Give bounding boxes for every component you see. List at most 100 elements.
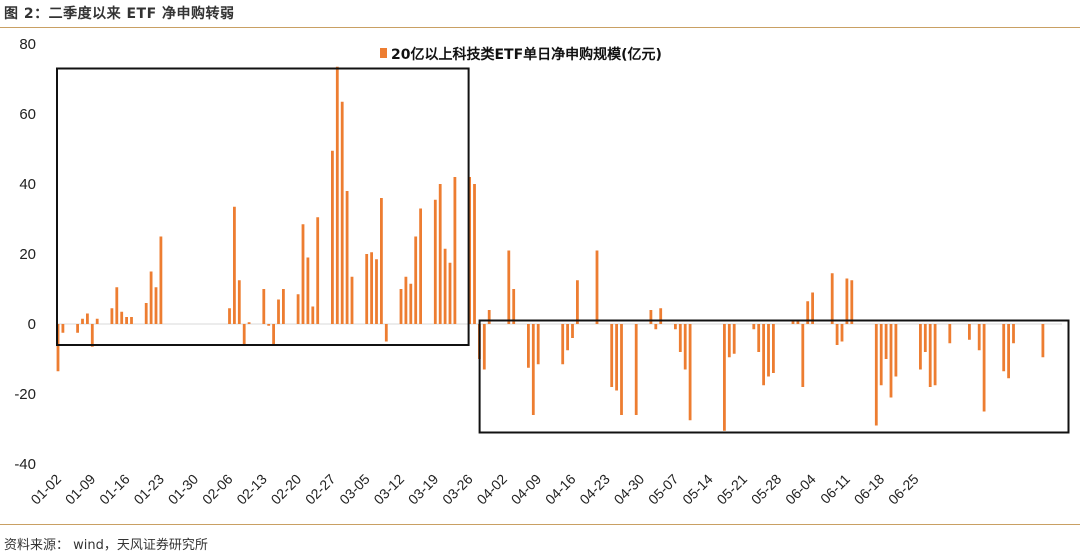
bar: [884, 324, 888, 359]
bar: [933, 324, 937, 386]
bar-series: [56, 66, 1045, 431]
bar: [81, 318, 84, 324]
bar: [233, 206, 236, 324]
x-tick-label: 02-13: [233, 471, 270, 508]
bar: [267, 324, 271, 326]
bar: [375, 259, 378, 324]
highlight-box: [56, 67, 470, 346]
bar: [125, 317, 128, 324]
bar: [1002, 324, 1006, 372]
bar: [448, 262, 452, 324]
bar: [1007, 324, 1010, 379]
top-rule: [0, 27, 1080, 28]
x-tick-label: 02-06: [199, 471, 236, 508]
legend: 20亿以上科技类ETF单日净申购规模(亿元): [380, 46, 662, 63]
bar: [791, 320, 795, 324]
bar: [874, 324, 878, 426]
y-tick-label: 60: [19, 106, 36, 123]
y-tick-label: 0: [28, 316, 36, 333]
y-tick-label: 80: [19, 36, 36, 53]
bottom-rule: [0, 524, 1080, 525]
bar: [634, 324, 638, 415]
bar: [683, 324, 687, 370]
bar: [659, 308, 663, 324]
bar: [487, 310, 491, 324]
bar: [247, 322, 251, 324]
bar: [576, 280, 579, 324]
bar: [566, 324, 569, 351]
bar: [649, 310, 653, 324]
x-tick-label: 05-14: [679, 471, 716, 508]
legend-label: 20亿以上科技类ETF单日净申购规模(亿元): [391, 46, 662, 63]
bar: [409, 283, 413, 324]
bar: [561, 324, 565, 365]
bar: [674, 324, 677, 330]
bar: [306, 257, 310, 324]
bar: [762, 324, 765, 386]
y-tick-label: 40: [19, 176, 36, 193]
bar: [399, 289, 403, 324]
bar: [76, 324, 79, 333]
y-tick-label: -20: [14, 386, 36, 403]
bar: [923, 324, 927, 352]
y-tick-label: -40: [14, 456, 36, 473]
x-tick-label: 06-04: [782, 471, 819, 508]
bar: [723, 324, 726, 431]
bar: [678, 324, 682, 352]
bar: [757, 324, 761, 352]
bar: [296, 294, 300, 324]
legend-swatch: [380, 48, 387, 58]
x-tick-label: 04-23: [576, 471, 613, 508]
bar-chart: 80 60 40 20 0 -20 -40 01-0201-0901-1601-2301-3…: [14, 36, 1070, 508]
bar: [404, 276, 408, 324]
highlight-boxes: [56, 67, 1070, 434]
bar: [311, 306, 315, 324]
bar: [242, 324, 246, 345]
bar: [835, 324, 839, 345]
bar: [727, 324, 731, 358]
x-tick-label: 02-20: [268, 471, 305, 508]
x-tick-label: 01-09: [62, 471, 99, 508]
x-tick-label: 06-11: [817, 471, 853, 507]
bar: [796, 320, 800, 324]
bar: [512, 289, 516, 324]
bar: [767, 324, 770, 377]
bar: [982, 324, 986, 412]
bar: [414, 236, 418, 324]
bar: [752, 324, 756, 330]
x-tick-label: 03-12: [370, 471, 407, 508]
bar: [473, 184, 476, 324]
bar: [272, 324, 275, 345]
highlight-box: [478, 319, 1070, 434]
bar: [1012, 324, 1015, 344]
x-tick-label: 01-23: [130, 471, 167, 508]
bar: [977, 324, 981, 351]
bar: [144, 303, 148, 324]
x-tick-label: 05-21: [713, 471, 750, 508]
bar: [419, 208, 422, 324]
bar: [340, 101, 344, 324]
bar: [90, 324, 94, 347]
x-tick-label: 02-27: [302, 471, 339, 508]
bar: [801, 324, 805, 387]
bar: [61, 324, 65, 333]
x-tick-label: 03-26: [439, 471, 476, 508]
bar: [350, 276, 354, 324]
bar: [732, 324, 736, 354]
x-tick-label: 04-16: [542, 471, 579, 508]
bar: [56, 324, 60, 372]
bar: [772, 324, 775, 373]
x-tick-label: 01-02: [27, 471, 64, 508]
bar: [86, 313, 89, 324]
bar: [531, 324, 535, 415]
bar: [159, 236, 163, 324]
x-tick-label: 05-07: [645, 471, 682, 508]
bar: [889, 324, 893, 398]
bar: [840, 324, 844, 342]
bar: [928, 324, 932, 387]
bar: [811, 292, 814, 324]
x-tick-label: 04-02: [473, 471, 510, 508]
bar: [527, 324, 530, 368]
bar: [620, 324, 623, 415]
bar: [1041, 324, 1045, 358]
